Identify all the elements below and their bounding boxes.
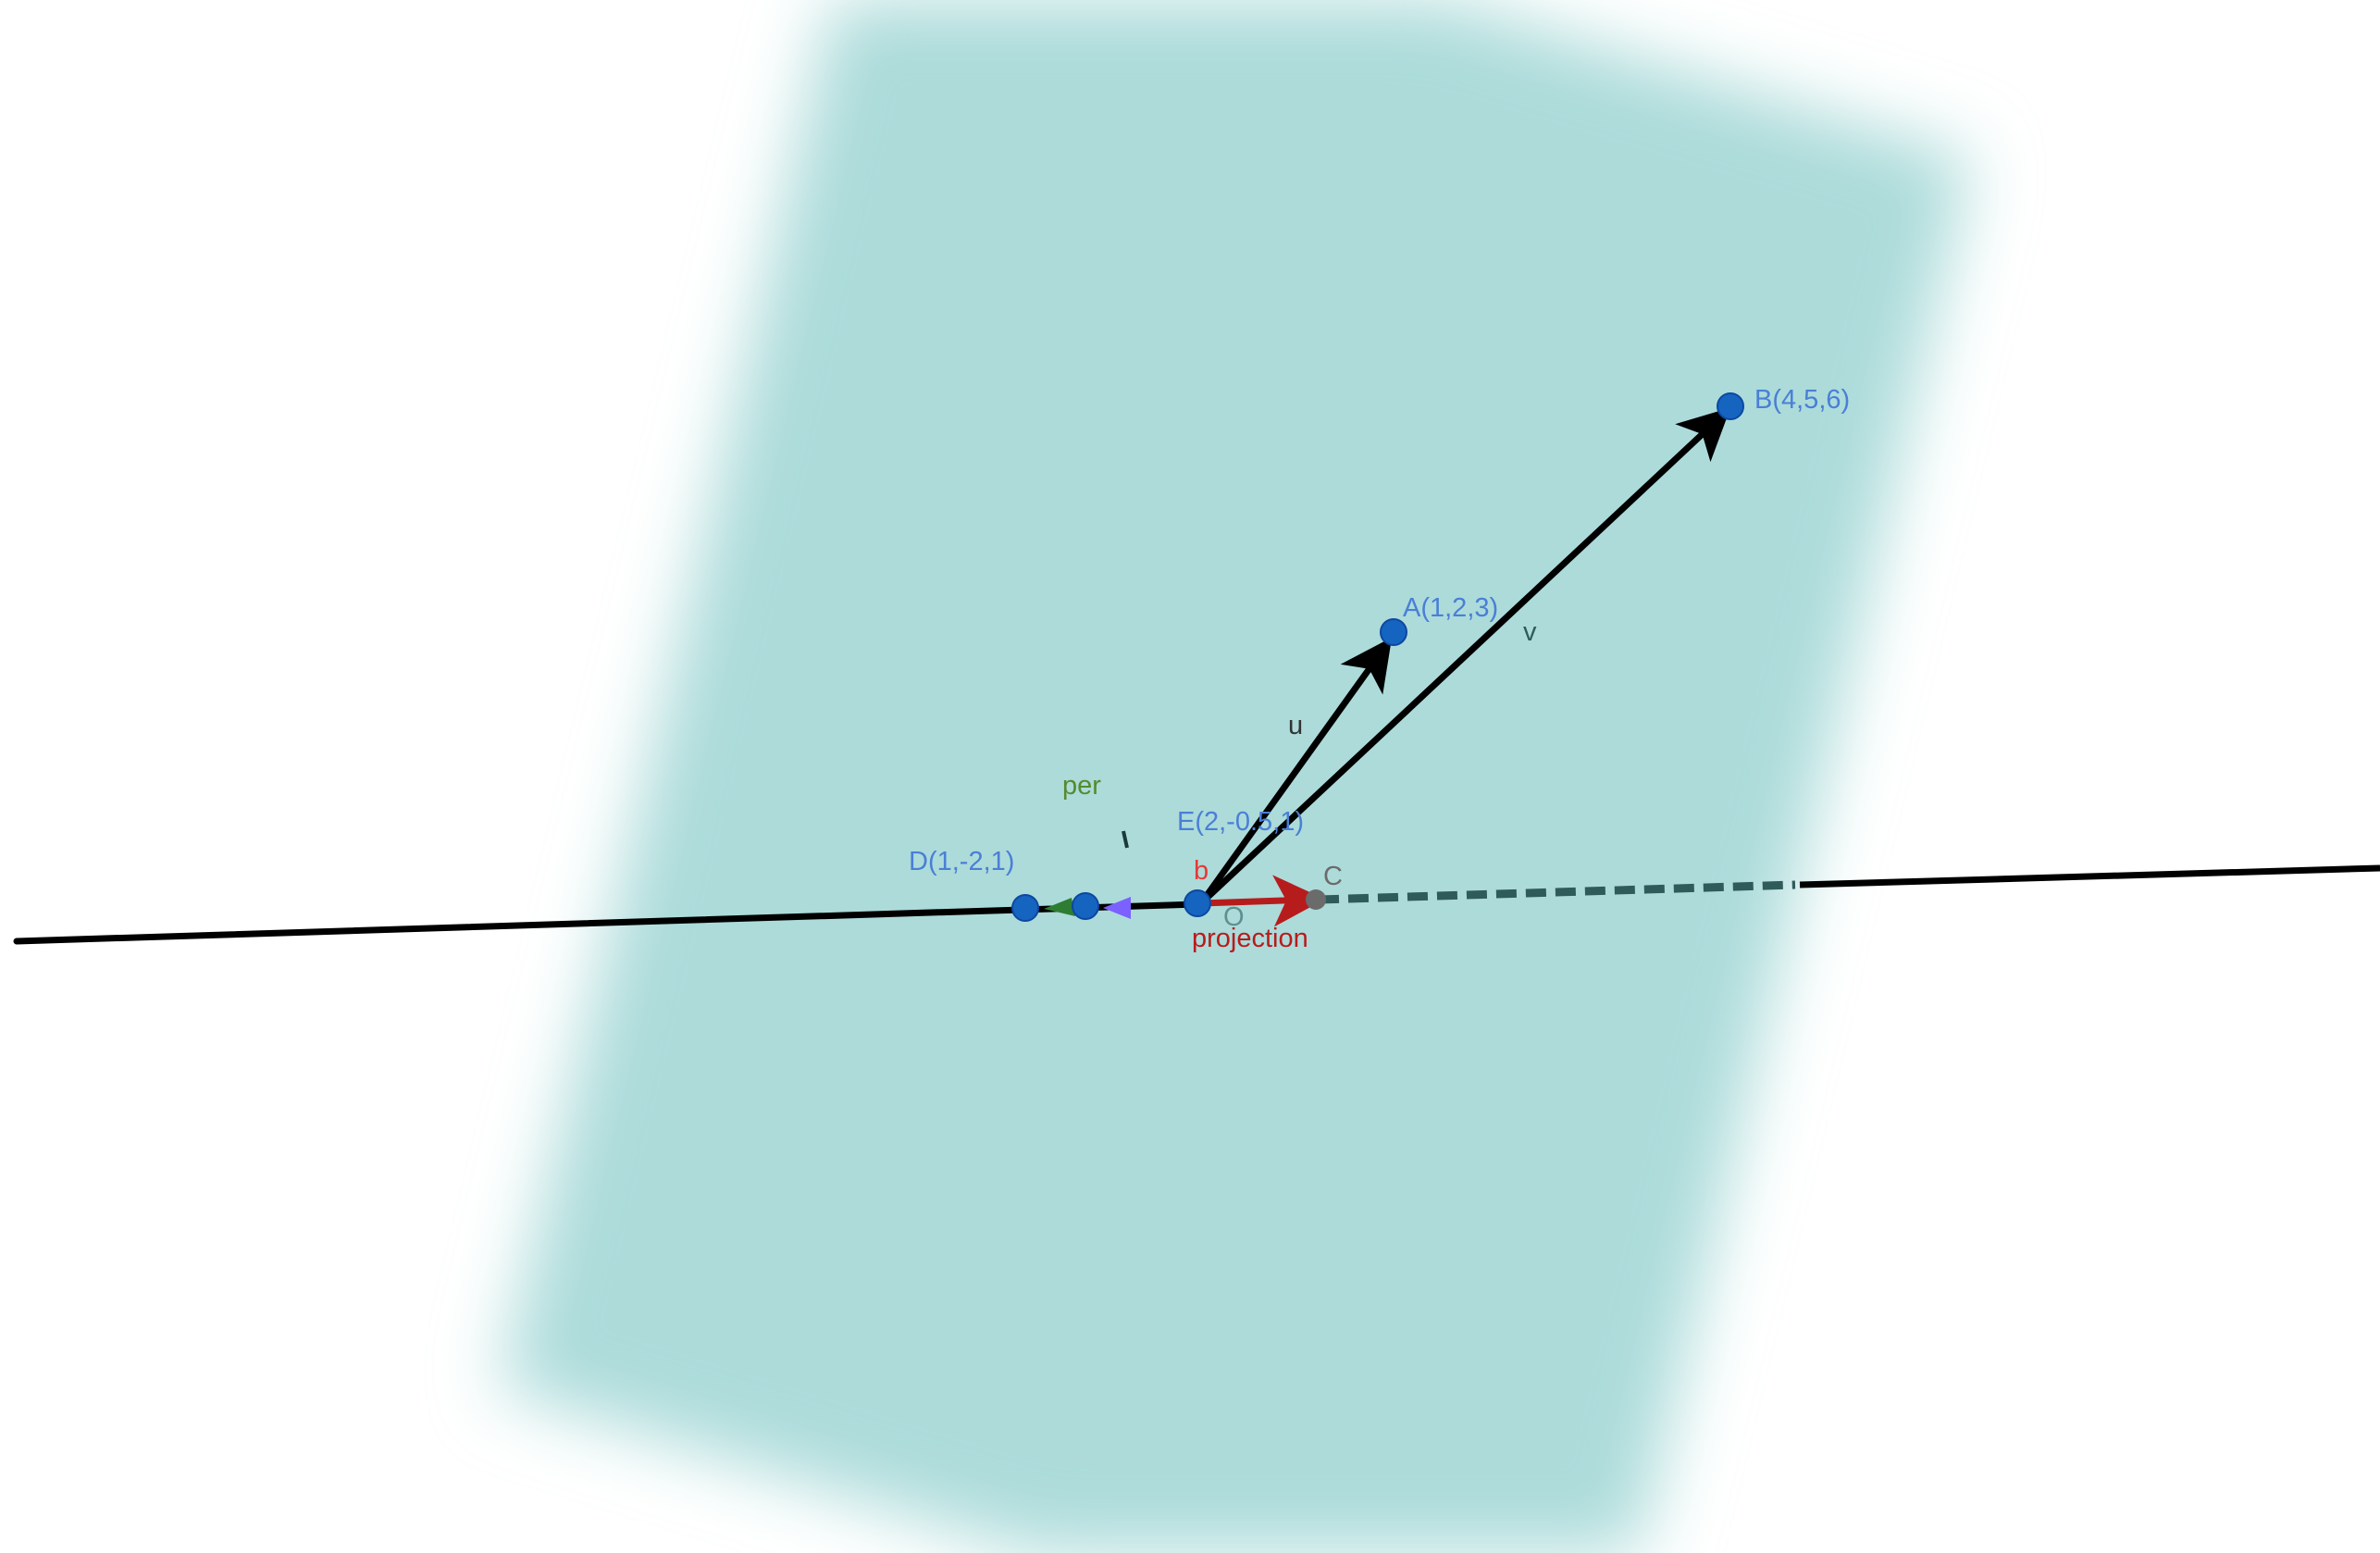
small-vector-arrowhead <box>1103 897 1131 919</box>
line-l-label-mark <box>1122 830 1129 849</box>
vector-v[interactable] <box>1198 407 1731 906</box>
plane[interactable] <box>500 0 1971 1553</box>
point-D-label: D(1,-2,1) <box>909 847 1014 876</box>
point-D[interactable] <box>1011 894 1039 922</box>
vector-projection[interactable] <box>1200 875 1325 927</box>
vector-b-label: b <box>1194 856 1209 886</box>
point-B[interactable] <box>1717 392 1744 420</box>
line-l-right-segment[interactable] <box>1799 864 2380 888</box>
point-A[interactable] <box>1380 618 1407 646</box>
per-arrowhead <box>1044 898 1075 916</box>
vector-u-label: u <box>1288 711 1303 740</box>
point-O-label: O <box>1223 902 1245 932</box>
point-C-label: C <box>1323 862 1343 891</box>
point-E[interactable] <box>1072 892 1099 920</box>
point-A-label: A(1,2,3) <box>1403 593 1498 623</box>
point-E-label: E(2,-0.5,1) <box>1177 807 1304 837</box>
vector-u[interactable] <box>1198 637 1393 906</box>
point-C[interactable] <box>1306 889 1326 910</box>
point-B-label: B(4,5,6) <box>1754 385 1850 415</box>
line-l[interactable] <box>13 901 1201 945</box>
vector-v-label: v <box>1523 617 1537 647</box>
point-O[interactable] <box>1184 889 1211 917</box>
line-l-dashed-segment <box>1318 880 1796 904</box>
vector-projection-label: projection <box>1192 924 1308 953</box>
vector-per-label: per <box>1062 771 1101 801</box>
